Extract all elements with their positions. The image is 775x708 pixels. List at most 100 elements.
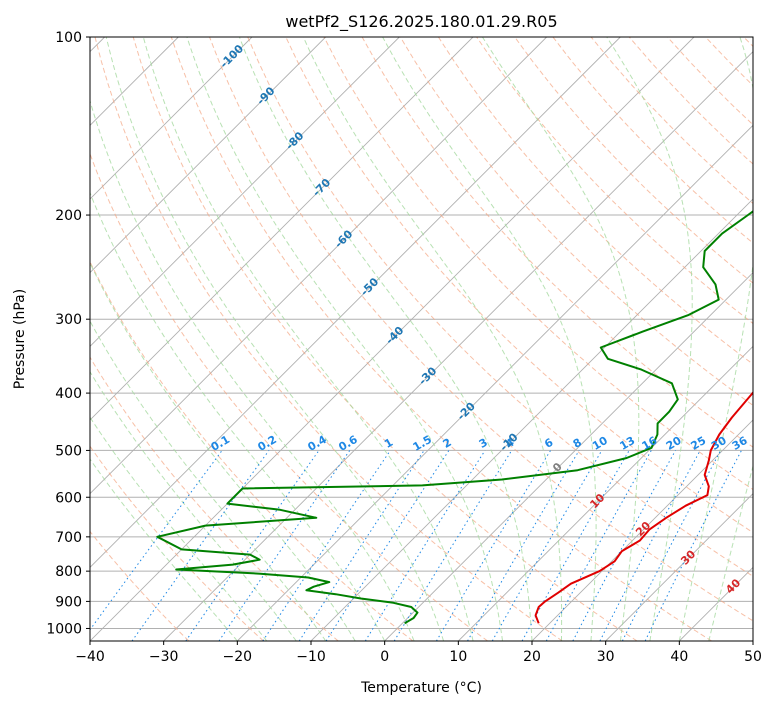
- mixing-ratio-line: [393, 450, 513, 641]
- isotherm-label: -100: [218, 42, 247, 71]
- dry-adiabat-label: 30: [678, 547, 698, 567]
- isotherm-line: [605, 493, 753, 641]
- mixing-ratio-line: [364, 450, 486, 641]
- moist-adiabat-line: [606, 37, 693, 641]
- mixing-ratio-line: [262, 450, 391, 641]
- y-tick-label: 900: [55, 594, 82, 610]
- y-tick-label: 700: [55, 530, 82, 546]
- chart-title: wetPf2_S126.2025.180.01.29.R05: [285, 12, 557, 32]
- dry-adiabat-line: [247, 37, 753, 577]
- temperature-profile-line: [534, 391, 753, 624]
- mixing-ratio-line: [218, 450, 351, 641]
- dry-adiabat-line: [90, 356, 339, 641]
- mixing-ratio-label: 6: [542, 436, 555, 451]
- moist-adiabat-line: [90, 261, 356, 641]
- moist-adiabat-line: [708, 464, 753, 641]
- x-tick-label: 0: [380, 649, 389, 665]
- mixing-ratio-line: [131, 450, 270, 641]
- isotherm-line: [90, 37, 253, 200]
- dry-adiabat-line: [94, 37, 563, 641]
- isotherm-line: [90, 37, 474, 421]
- dry-adiabat-line: [399, 37, 753, 407]
- mixing-ratio-line: [572, 450, 676, 641]
- mixing-ratio-line: [325, 450, 450, 641]
- x-tick-label: −20: [223, 649, 253, 665]
- plot-frame: [89, 36, 754, 642]
- moist-adiabat-line: [90, 320, 327, 641]
- dry-adiabat-line: [361, 37, 753, 448]
- axes: −40 −30 −20 −10 0 10 20 30 40 50 100 200 300 400 500 60…: [46, 30, 762, 665]
- moist-adiabat-line: [105, 37, 445, 641]
- x-tick-label: −10: [296, 649, 326, 665]
- mixing-ratio-label: 1: [382, 436, 395, 451]
- mixing-ratio-line: [521, 450, 630, 641]
- moist-adiabat-line: [678, 37, 753, 641]
- isotherm-label: -50: [358, 275, 381, 298]
- isotherm-line: [679, 566, 753, 641]
- x-tick-label: −30: [149, 649, 179, 665]
- dry-adiabat-line: [590, 37, 753, 205]
- isotherm-label: -20: [455, 399, 478, 422]
- mixing-ratio-label: 2: [441, 436, 454, 451]
- dry-adiabat-line: [667, 37, 753, 126]
- dry-adiabat-line: [90, 445, 264, 641]
- y-tick-label: 800: [55, 564, 82, 580]
- isotherm-label: -70: [310, 176, 333, 199]
- y-tick-label: 400: [55, 386, 82, 402]
- dry-adiabat-line: [743, 37, 753, 48]
- moist-adiabat-line: [90, 416, 268, 641]
- mixing-ratio-line: [435, 450, 552, 641]
- x-axis-label: Temperature (°C): [360, 680, 482, 696]
- isotherm-label: -30: [416, 364, 439, 387]
- x-tick-label: 40: [670, 649, 688, 665]
- isotherm-line: [90, 37, 547, 495]
- isotherm-label: -80: [283, 129, 306, 152]
- y-tick-label: 500: [55, 443, 82, 459]
- mixing-ratio-line: [545, 450, 652, 641]
- mixing-ratio-line: [467, 450, 580, 641]
- mixing-ratio-line: [644, 450, 742, 641]
- dry-adiabat-line: [209, 37, 753, 622]
- isotherm-line: [752, 640, 753, 641]
- isotherm-label: -60: [332, 227, 355, 250]
- isotherm-line: [163, 51, 753, 641]
- moist-adiabat-line: [90, 370, 297, 641]
- dry-adiabat-label: 40: [723, 576, 743, 596]
- y-tick-label: 300: [55, 312, 82, 328]
- dry-adiabat-line: [90, 530, 190, 641]
- isotherm-label: -90: [254, 84, 277, 107]
- isotherm-line: [90, 37, 621, 568]
- moist-adiabat-line: [302, 37, 563, 641]
- isotherm-label: -40: [383, 324, 406, 347]
- dry-adiabat-line: [90, 152, 488, 641]
- isotherm-line: [90, 37, 695, 641]
- moist-adiabat-line: [186, 37, 503, 641]
- isotherm-line: [90, 37, 400, 347]
- dry-adiabat-line: [323, 37, 753, 491]
- dry-adiabat-line: [285, 37, 753, 534]
- dry-adiabat-line: [170, 37, 712, 641]
- dry-adiabat-label: 10: [587, 491, 607, 511]
- isotherm-line: [531, 419, 753, 641]
- profiles: [156, 210, 753, 625]
- dry-adiabat-line: [437, 37, 753, 365]
- x-tick-label: −40: [75, 649, 105, 665]
- background-lines: [90, 37, 753, 641]
- moist-adiabat-line: [90, 458, 238, 641]
- mixing-ratio-line: [599, 450, 701, 641]
- isotherm-line: [90, 37, 326, 274]
- mixing-ratio-line: [90, 450, 223, 631]
- x-tick-label: 10: [449, 649, 467, 665]
- y-axis-label: Pressure (hPa): [12, 289, 28, 389]
- dry-adiabat-line: [514, 37, 753, 284]
- moist-adiabat-line: [382, 37, 597, 641]
- y-tick-label: 200: [55, 208, 82, 224]
- moist-adiabat-line: [481, 37, 640, 641]
- moist-adiabat-line: [238, 37, 533, 641]
- dry-adiabat-line: [90, 260, 414, 641]
- mixing-ratio-line: [298, 450, 425, 641]
- isotherm-line: [237, 124, 753, 641]
- y-tick-label: 600: [55, 490, 82, 506]
- x-tick-label: 20: [523, 649, 541, 665]
- y-tick-label: 100: [55, 30, 82, 46]
